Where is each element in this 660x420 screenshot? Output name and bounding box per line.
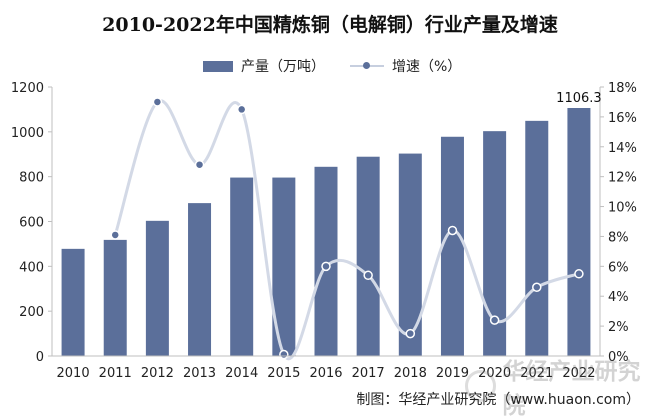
x-tick-label-2022: 2022 (562, 366, 595, 381)
watermark-logo-icon (465, 370, 497, 402)
y-left-tick-label: 0 (36, 350, 44, 365)
growth-point-2020 (489, 315, 500, 325)
growth-point-2022 (574, 269, 584, 279)
watermark: 华经产业研究院 (465, 352, 660, 420)
growth-line-layer (110, 97, 584, 360)
legend-line-swatch (350, 59, 384, 73)
y-right-tick-label: 18% (608, 81, 637, 96)
growth-point-2014 (236, 104, 247, 115)
bar-2012 (145, 220, 169, 356)
y-left-tick-label: 600 (19, 216, 44, 231)
bar-2022 (567, 108, 591, 356)
data-label-2022: 1106.3 (556, 91, 602, 106)
bar-2017 (356, 156, 380, 356)
y-left-tick-label: 400 (19, 260, 44, 275)
y-left-tick-label: 1200 (11, 81, 44, 96)
x-tick-label-2021: 2021 (520, 366, 553, 381)
y-right-tick-label: 6% (608, 260, 629, 275)
bar-2010 (61, 248, 85, 356)
x-tick-label-2016: 2016 (309, 366, 342, 381)
growth-point-2011 (110, 230, 120, 240)
legend-bar-swatch (203, 60, 233, 72)
x-tick-label-2011: 2011 (99, 366, 132, 381)
y-right-tick-label: 12% (608, 171, 637, 186)
x-tick-label-2014: 2014 (225, 366, 258, 381)
growth-point-2015 (279, 349, 289, 360)
growth-point-2012 (152, 97, 163, 107)
bars-layer (61, 108, 591, 356)
y-right-tick-label: 0% (608, 350, 629, 365)
y-right-tick-label: 14% (608, 141, 637, 156)
legend-label-growth: 增速（%） (392, 59, 462, 75)
growth-point-2017 (363, 270, 373, 281)
x-tick-label-2013: 2013 (183, 366, 216, 381)
x-tick-label-2018: 2018 (394, 366, 427, 381)
bar-2019 (440, 136, 464, 356)
legend: 产量（万吨） 增速（%） (0, 56, 660, 78)
legend-item-production: 产量（万吨） (203, 56, 325, 76)
legend-label-production: 产量（万吨） (241, 59, 325, 75)
labels-layer: 0 200 400 600 800 1000 1200 0% 2% 4% 6% 8% 10% 12% 14%… (11, 81, 637, 381)
y-right-tick-label: 8% (608, 230, 629, 245)
bar-2015 (272, 177, 296, 356)
x-tick-label-2019: 2019 (436, 366, 469, 381)
y-right-tick-label: 2% (608, 320, 629, 335)
growth-point-2016 (321, 261, 331, 272)
bar-2014 (230, 177, 254, 356)
y-left-tick-label: 1000 (11, 126, 44, 141)
y-right-tick-label: 10% (608, 201, 637, 216)
growth-point-2019 (447, 225, 458, 236)
bar-2011 (103, 239, 127, 356)
x-tick-label-2012: 2012 (141, 366, 174, 381)
y-left-tick-label: 200 (19, 305, 44, 320)
y-right-tick-label: 16% (608, 111, 637, 126)
growth-point-2018 (405, 328, 416, 339)
x-tick-label-2010: 2010 (57, 366, 90, 381)
y-left-tick-label: 800 (19, 171, 44, 186)
growth-point-2021 (532, 282, 542, 293)
axes-layer (48, 86, 604, 357)
watermark-text: 华经产业研究院 (502, 359, 641, 419)
bar-2018 (398, 153, 422, 356)
y-right-tick-label: 4% (608, 290, 629, 305)
source-note: 制图：华经产业研究院（www.huaon.com） (356, 392, 640, 408)
bar-2013 (188, 203, 212, 356)
x-tick-label-2017: 2017 (352, 366, 385, 381)
x-tick-label-2015: 2015 (267, 366, 300, 381)
bar-2016 (314, 166, 338, 356)
bar-2020 (483, 131, 507, 356)
legend-item-growth: 增速（%） (350, 56, 461, 76)
bar-2021 (525, 120, 549, 356)
growth-line (113, 99, 580, 360)
growth-point-2013 (194, 159, 205, 170)
chart-title: 2010-2022年中国精炼铜（电解铜）行业产量及增速 (102, 14, 558, 36)
